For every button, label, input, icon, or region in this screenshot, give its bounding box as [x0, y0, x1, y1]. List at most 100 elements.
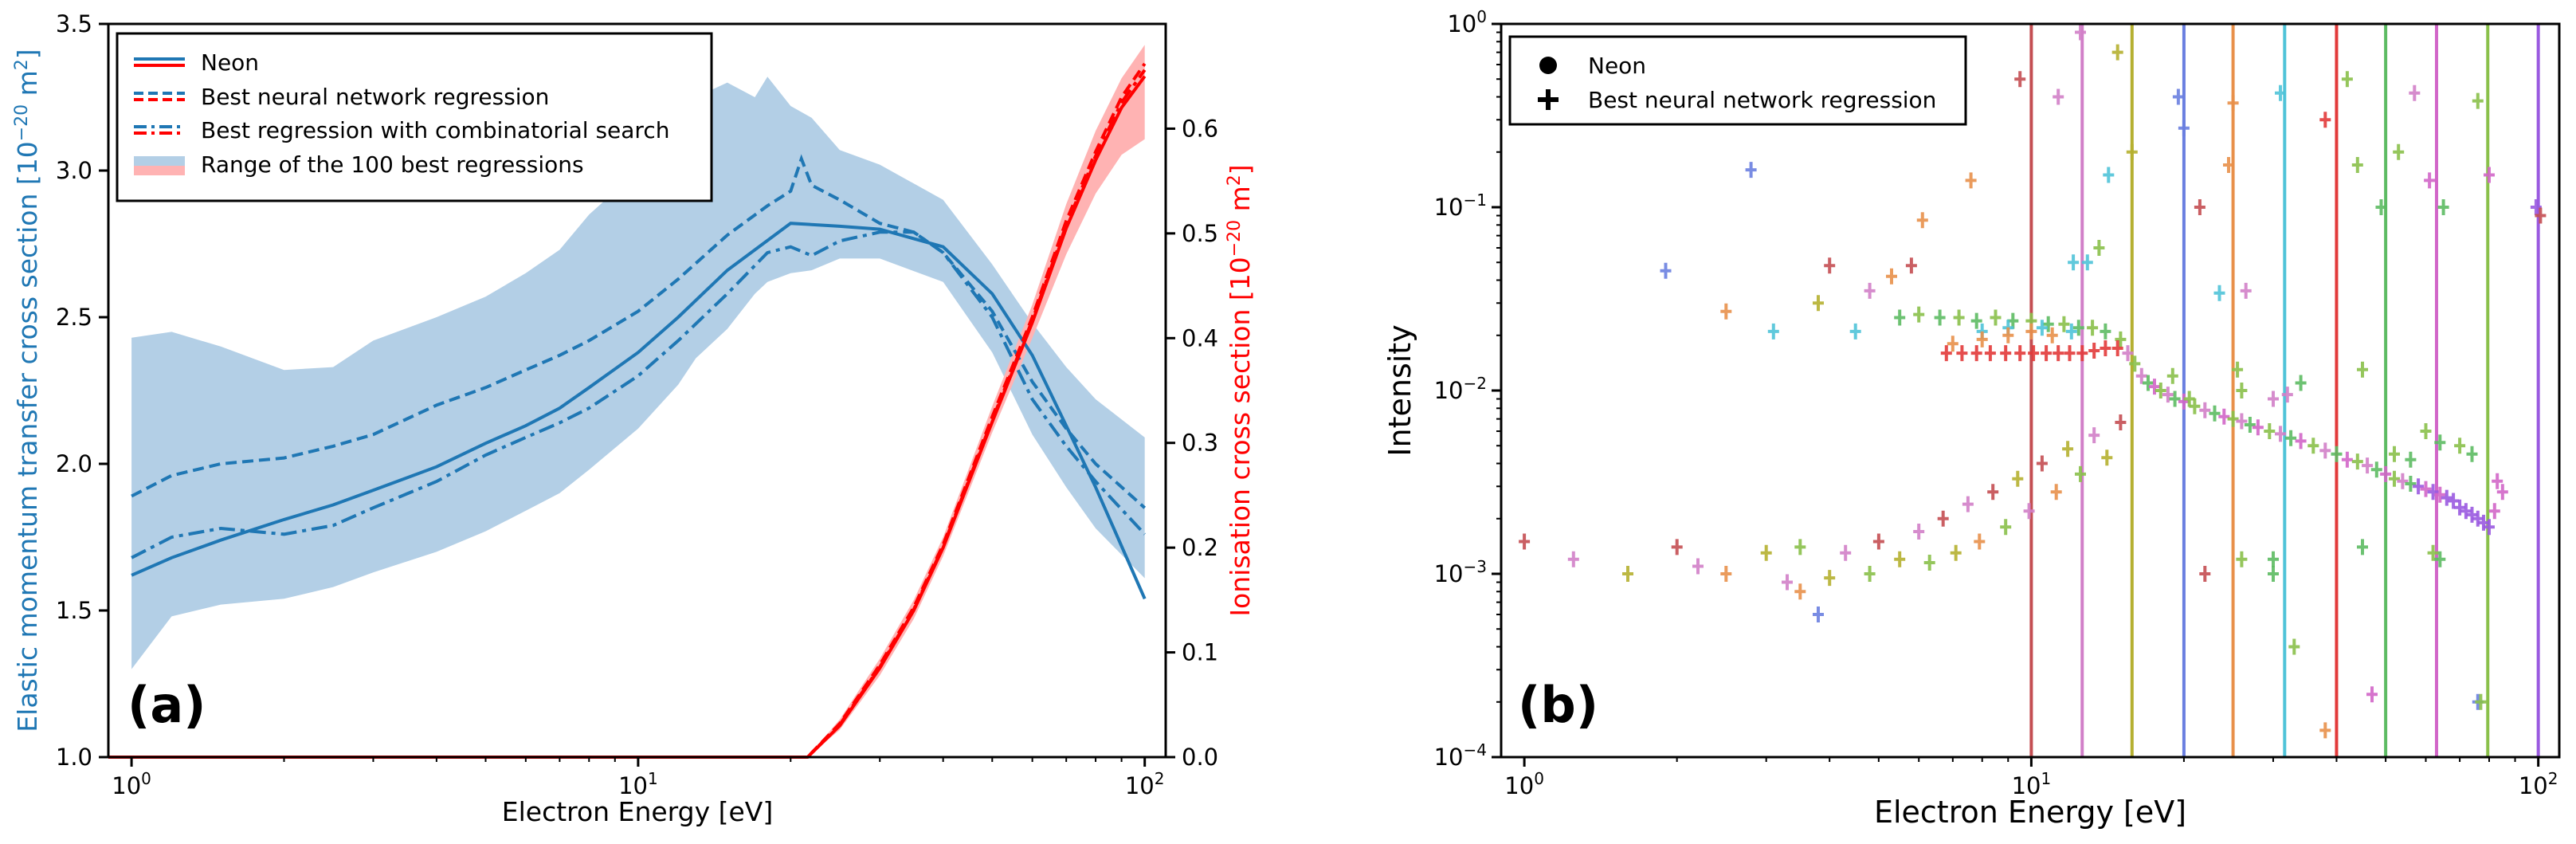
data-point — [1894, 309, 1906, 326]
right-y-axis-ticks: 0.0 0.1 0.2 0.3 0.4 0.5 0.6 — [1166, 115, 1218, 771]
elastic-dashed-line — [131, 154, 1147, 509]
data-point — [1947, 336, 1958, 352]
data-point — [2375, 199, 2387, 215]
y-axis-ticks: 10−4 10−3 10−2 10−1 100 — [1434, 7, 1501, 771]
data-point — [2268, 551, 2279, 567]
data-point — [2209, 405, 2221, 422]
y-tick-label: 10−2 — [1434, 374, 1487, 404]
x-tick-label: 102 — [1125, 769, 1165, 799]
data-point — [2454, 438, 2466, 454]
legend-label-nn-regression: Best neural network regression — [1588, 87, 1936, 113]
data-point — [2155, 383, 2166, 398]
data-point — [2053, 88, 2064, 105]
data-point — [2427, 544, 2439, 561]
data-point — [2405, 476, 2417, 492]
data-point — [2050, 484, 2062, 501]
data-point — [1940, 345, 1952, 362]
legend-label-range: Range of the 100 best regressions — [201, 151, 584, 178]
legend-box — [1508, 35, 1967, 126]
data-point — [2115, 331, 2127, 347]
legend-swatch-dashed — [134, 92, 185, 101]
left-y-tick-label: 3.0 — [56, 157, 92, 184]
data-point — [2341, 451, 2353, 468]
data-point — [1913, 524, 1925, 540]
data-point — [2341, 71, 2353, 88]
panel-a-chart: 100 101 102 1.01.52.02.53.03.5 0.00.10.20.… — [12, 10, 1256, 827]
data-point — [2172, 88, 2184, 105]
data-point — [2064, 345, 2076, 362]
elastic-dashdot-line — [131, 230, 1147, 559]
left-y-axis-label: Elastic momentum transfer cross section … — [12, 49, 43, 732]
data-point — [2240, 282, 2252, 299]
data-point — [2002, 327, 2014, 343]
data-point — [2199, 402, 2211, 418]
ionisation-range-band — [807, 45, 1145, 758]
y-axis-label: Intensity — [1382, 324, 1417, 456]
right-y-tick-label: 0.1 — [1182, 639, 1218, 666]
data-point — [1692, 558, 1704, 575]
data-point — [1950, 544, 1962, 561]
data-point — [2232, 361, 2244, 378]
x-tick-label: 100 — [112, 769, 151, 799]
data-point — [1794, 583, 1806, 600]
data-point — [2530, 199, 2542, 215]
data-point — [2236, 383, 2248, 398]
data-point — [2275, 426, 2286, 442]
data-point — [1905, 257, 1917, 274]
ionisation-dashdot-line — [108, 69, 1147, 759]
data-point — [2111, 340, 2123, 356]
data-point — [2088, 427, 2100, 444]
panel-label-a: (a) — [127, 676, 206, 734]
data-point — [2460, 503, 2472, 520]
legend-swatch-band — [134, 156, 185, 175]
left-y-tick-label: 3.5 — [56, 10, 92, 37]
x-axis-ticks: 100 101 102 — [1504, 757, 2558, 799]
data-point — [2014, 345, 2026, 362]
right-y-tick-label: 0.5 — [1182, 220, 1218, 247]
legend-label-neon: Neon — [1588, 53, 1646, 79]
data-point — [1813, 295, 1824, 312]
data-point — [2288, 638, 2300, 655]
data-point — [2362, 457, 2374, 474]
right-y-tick-label: 0.0 — [1182, 744, 1218, 771]
data-point — [1923, 555, 1935, 571]
data-point — [2041, 345, 2053, 362]
data-point — [1767, 323, 1779, 340]
data-point — [1567, 551, 1579, 567]
data-point — [2087, 320, 2099, 336]
data-point — [2101, 449, 2113, 466]
legend-marker-circle — [1539, 57, 1557, 74]
data-point — [2103, 167, 2115, 183]
data-point — [1965, 172, 1977, 189]
legend-swatch-solid — [134, 57, 185, 67]
legend-b: Neon Best neural network regression — [1508, 35, 1967, 126]
data-point — [2012, 470, 2024, 487]
data-point — [2441, 489, 2452, 506]
data-point — [2357, 539, 2368, 555]
data-point — [2236, 413, 2248, 430]
data-point — [2162, 387, 2174, 403]
data-point — [1813, 607, 1824, 622]
data-point — [1824, 570, 1836, 587]
legend-box — [116, 32, 713, 202]
data-point — [2169, 391, 2181, 407]
left-y-tick-label: 2.0 — [56, 450, 92, 477]
data-point — [2295, 375, 2307, 391]
data-point — [1671, 539, 1683, 555]
vertical-lines — [2029, 24, 2540, 757]
data-point — [2062, 441, 2074, 457]
data-point — [2236, 551, 2248, 567]
left-y-tick-label: 1.0 — [56, 744, 92, 771]
data-point — [2437, 199, 2449, 215]
data-point — [2420, 423, 2432, 439]
data-point — [2122, 345, 2134, 362]
data-point — [2000, 345, 2012, 362]
data-point — [2143, 375, 2154, 391]
data-point — [2393, 143, 2405, 160]
data-point — [2036, 320, 2048, 336]
data-point — [2183, 391, 2195, 407]
right-y-axis-label: Ionisation cross section [10−20 m2] — [1225, 164, 1256, 616]
right-y-tick-label: 0.6 — [1182, 115, 1218, 142]
data-point — [2189, 398, 2201, 414]
data-point — [2351, 157, 2363, 173]
